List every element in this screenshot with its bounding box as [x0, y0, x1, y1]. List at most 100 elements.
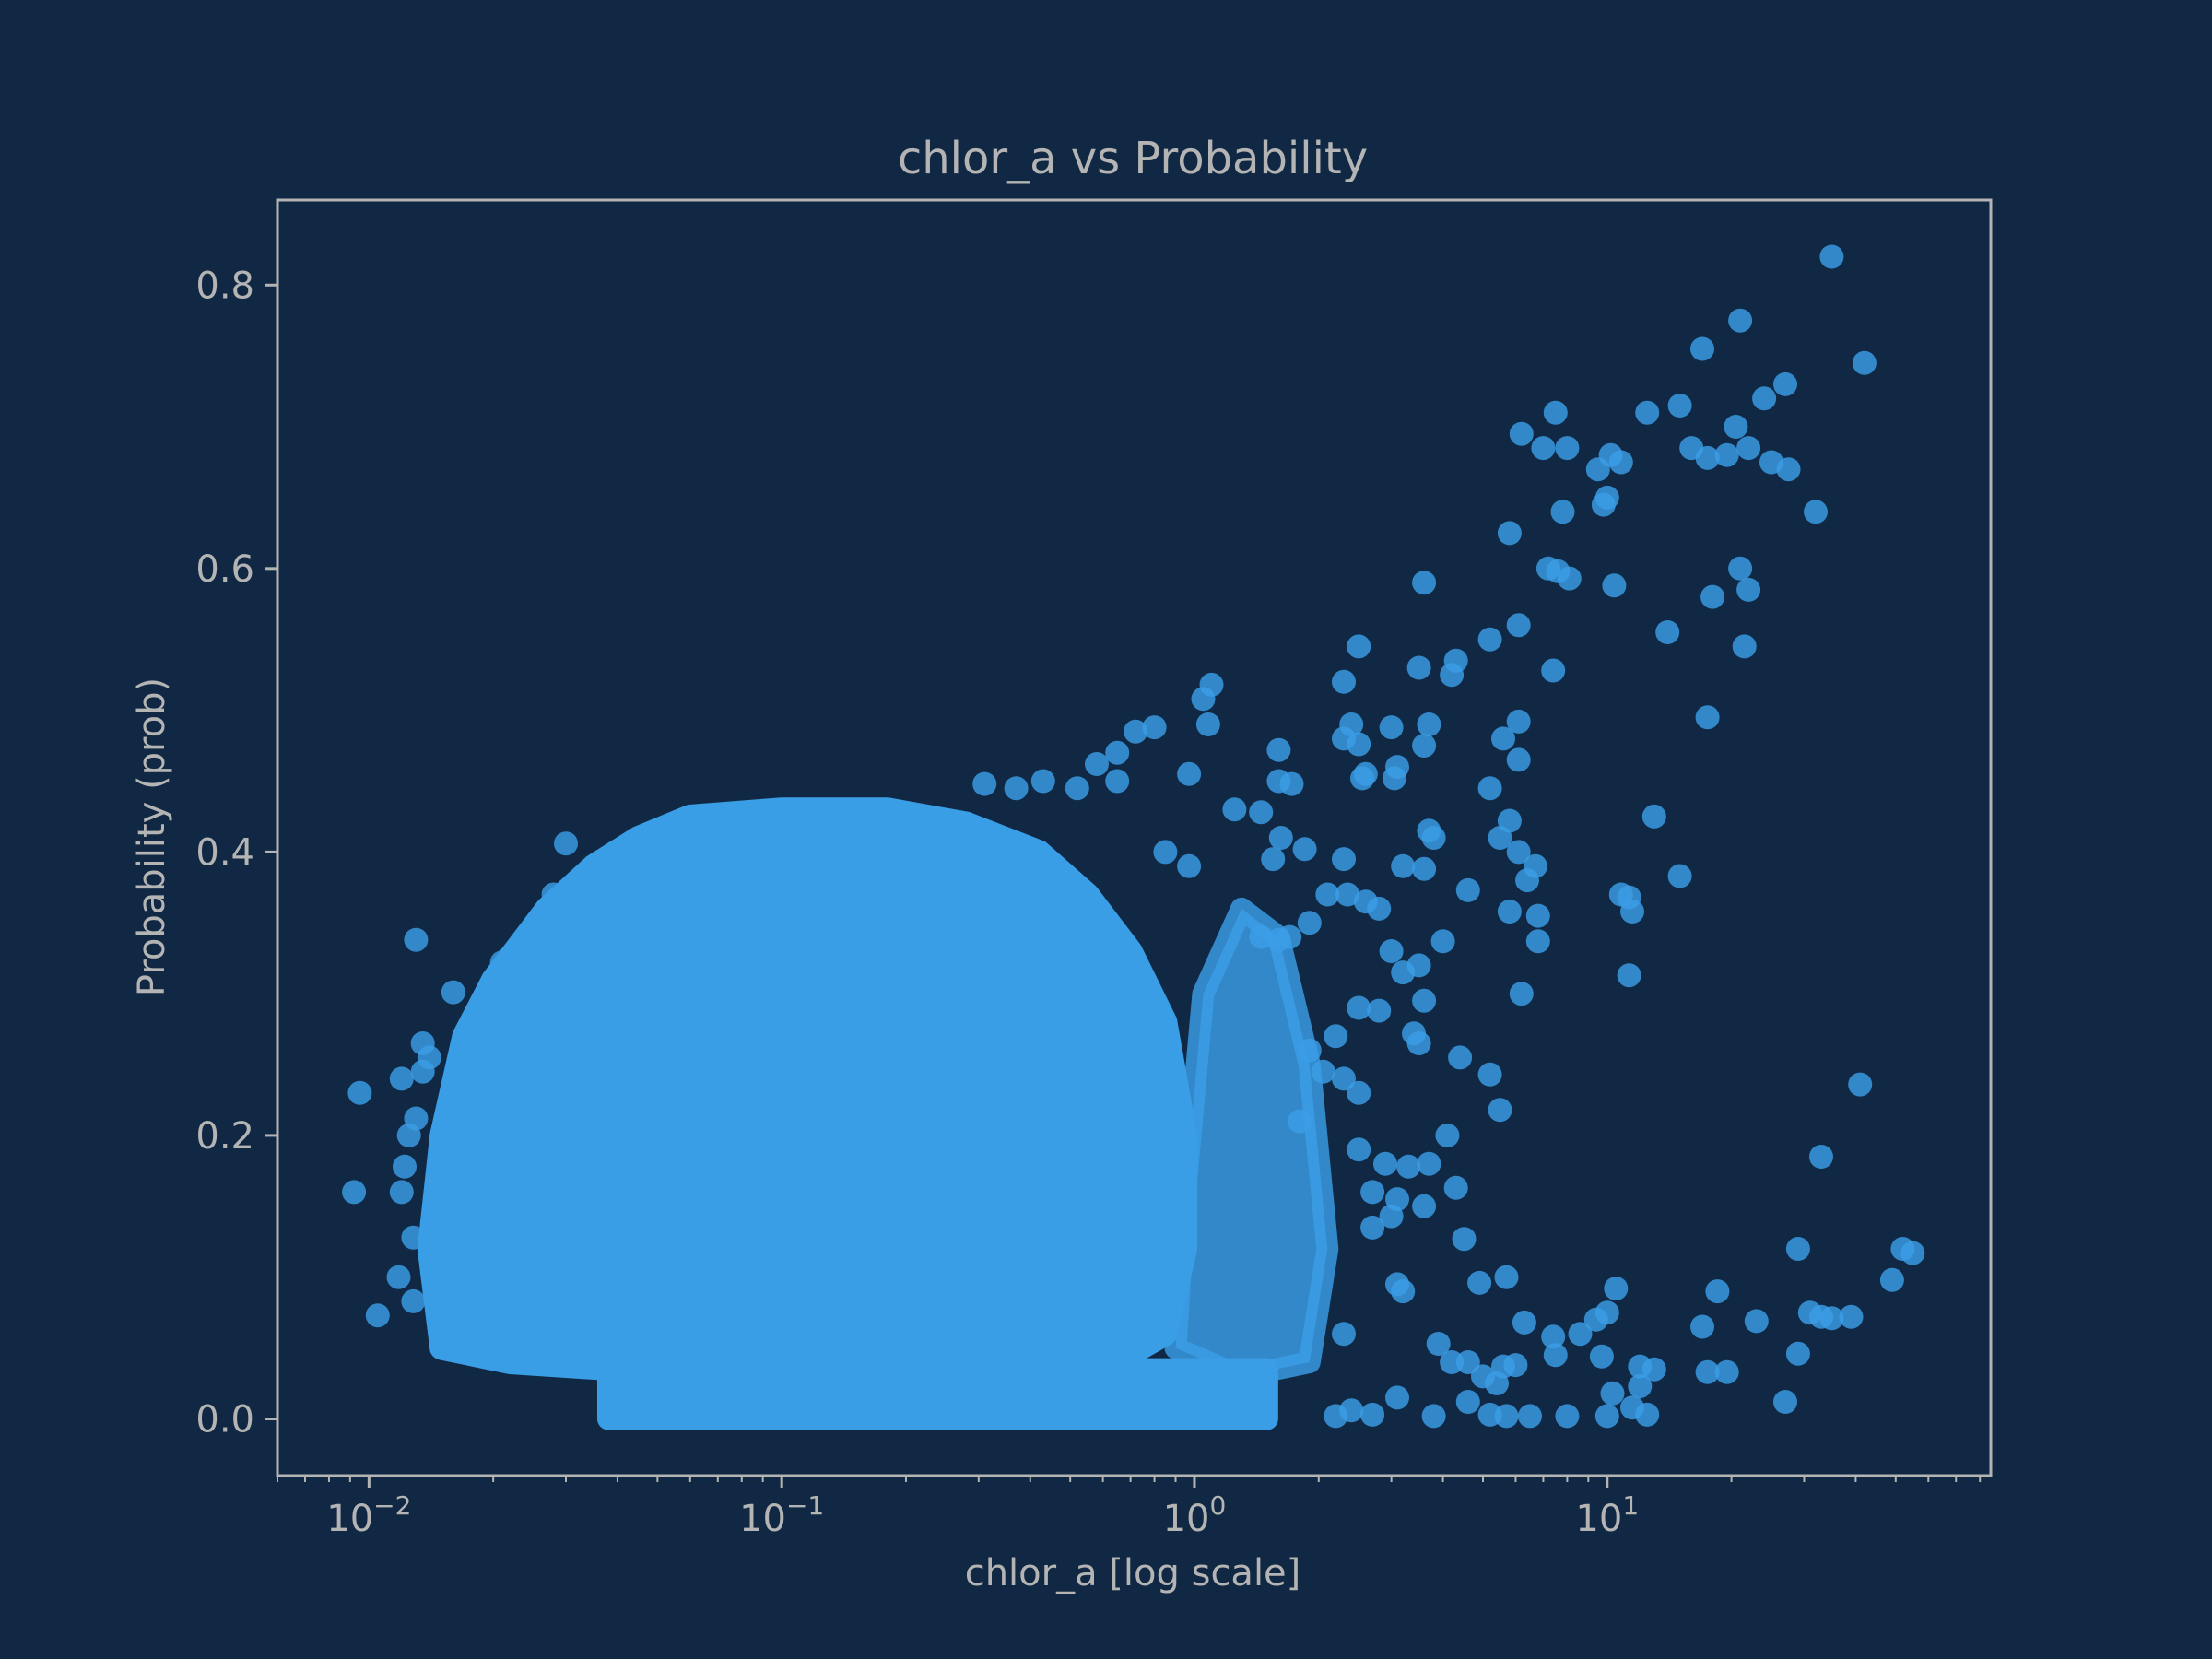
scatter-point: [1491, 726, 1515, 751]
scatter-point: [1641, 804, 1666, 829]
scatter-point: [1379, 1204, 1404, 1229]
scatter-point: [1635, 400, 1660, 425]
scatter-point: [1773, 1390, 1797, 1414]
scatter-point: [1506, 613, 1531, 638]
scatter-point: [404, 1106, 429, 1131]
scatter-point: [1153, 840, 1178, 865]
scatter-point: [1367, 896, 1392, 921]
scatter-point: [1177, 853, 1202, 878]
scatter-point: [1360, 1215, 1385, 1240]
scatter-point: [1585, 457, 1610, 482]
scatter-point: [1695, 445, 1720, 470]
scatter-point: [1452, 1227, 1477, 1252]
scatter-point: [1848, 1072, 1873, 1097]
scatter-point: [1347, 634, 1371, 659]
scatter-point: [1690, 336, 1714, 361]
scatter-point: [1191, 687, 1216, 712]
scatter-point: [1736, 436, 1761, 461]
scatter-point: [1488, 826, 1512, 850]
scatter-point: [1602, 573, 1627, 598]
scatter-point: [1600, 1381, 1625, 1406]
scatter-point: [1249, 800, 1274, 825]
scatter-point: [389, 1180, 414, 1205]
scatter-point: [1543, 1343, 1568, 1368]
scatter-point: [1421, 826, 1446, 850]
scatter-point: [1809, 1145, 1833, 1169]
scatter-point: [1488, 1098, 1512, 1123]
scatter-point: [1485, 1371, 1509, 1395]
scatter-point: [1641, 1357, 1666, 1382]
scatter-point: [1261, 847, 1286, 872]
scatter-point: [1030, 769, 1055, 794]
scatter-point: [1655, 620, 1680, 644]
scatter-point: [513, 927, 538, 952]
scatter-point: [1736, 577, 1761, 602]
scatter-point: [1785, 1237, 1810, 1261]
scatter-point: [1515, 868, 1539, 893]
scatter-point: [1497, 521, 1522, 546]
scatter-point: [1417, 712, 1441, 736]
scatter-point: [1541, 658, 1566, 683]
scatter-point: [1776, 457, 1801, 482]
scatter-point: [1324, 1404, 1348, 1429]
scatter-point: [1667, 864, 1692, 888]
scatter-point: [1004, 776, 1029, 801]
y-tick-label: 0.6: [195, 548, 254, 591]
scatter-point: [1177, 761, 1202, 786]
scatter-point: [1728, 308, 1753, 333]
axes-layer: 10−2 10−1 100 101 0.0 0.2 0.4 0.6 0.8: [195, 265, 1982, 1540]
scatter-point: [1435, 1123, 1460, 1147]
scatter-point: [1620, 900, 1644, 924]
mid-spread: [1164, 897, 1339, 1388]
scatter-point: [1568, 1322, 1593, 1347]
scatter-point: [1752, 386, 1777, 411]
scatter-point: [1557, 566, 1582, 591]
scatter-point: [1509, 982, 1534, 1006]
scatter-point: [1412, 571, 1437, 595]
scatter-point: [1467, 1270, 1492, 1295]
scatter-point: [1852, 350, 1877, 375]
scatter-point: [1222, 797, 1247, 822]
y-tick-label: 0.2: [195, 1115, 254, 1158]
scatter-point: [1412, 856, 1437, 881]
plot-frame: [276, 198, 1993, 1477]
x-tick-label: 10−1: [739, 1490, 824, 1540]
scatter-point: [1804, 500, 1828, 524]
scatter-point: [1525, 929, 1550, 954]
scatter-point: [1142, 715, 1167, 740]
scatter-point: [1347, 995, 1371, 1020]
scatter-point: [1732, 634, 1757, 659]
scatter-point: [1391, 853, 1416, 878]
scatter-point: [1367, 998, 1392, 1023]
scatter-point: [1455, 877, 1480, 902]
scatter-point: [1819, 1306, 1844, 1331]
scatter-point: [1518, 1404, 1542, 1429]
scatter-point: [1332, 847, 1356, 872]
scatter-point: [1617, 963, 1641, 988]
scatter-point: [1195, 712, 1220, 736]
scatter-point: [972, 771, 997, 796]
scatter-point: [1335, 882, 1360, 907]
scatter-point: [1443, 1175, 1468, 1200]
scatter-point: [1347, 1080, 1371, 1105]
scatter-point: [541, 882, 566, 907]
scatter-point: [1695, 705, 1720, 730]
scatter-point: [1085, 752, 1109, 776]
scatter-point: [1297, 1038, 1322, 1063]
scatter-point: [1714, 1359, 1739, 1384]
scatter-point: [1506, 840, 1531, 865]
scatter-point: [1879, 1267, 1904, 1292]
scatter-point: [1417, 1151, 1441, 1176]
scatter-point: [1391, 1279, 1416, 1304]
scatter-point: [1266, 927, 1291, 952]
scatter-point: [1105, 769, 1130, 794]
scatter-point: [1124, 719, 1148, 744]
scatter-point: [1448, 1045, 1473, 1070]
scatter-point: [1350, 766, 1374, 791]
scatter-point: [1292, 837, 1317, 862]
scatter-point: [1635, 1402, 1660, 1427]
scatter-point: [1714, 442, 1739, 467]
scatter-point: [410, 1059, 435, 1084]
scatter-point: [1406, 1031, 1431, 1055]
